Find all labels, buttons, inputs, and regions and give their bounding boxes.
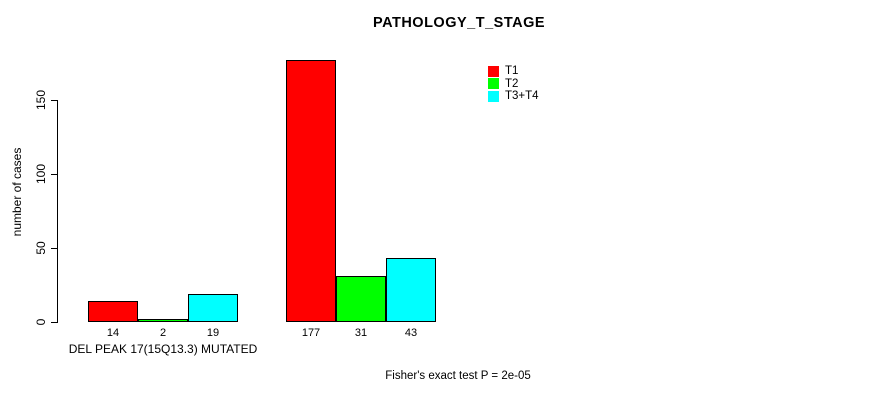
legend: T1 T2 T3+T4 <box>488 65 539 103</box>
y-tick-label: 50 <box>34 241 48 255</box>
chart-title: PATHOLOGY_T_STAGE <box>372 15 546 31</box>
y-axis-line <box>57 100 58 323</box>
legend-label: T1 <box>505 65 519 78</box>
bar-t3+t4 <box>386 258 436 322</box>
legend-item: T2 <box>488 78 539 91</box>
legend-item: T3+T4 <box>488 90 539 103</box>
legend-swatch <box>488 65 499 77</box>
y-tick <box>51 248 58 249</box>
legend-label: T3+T4 <box>505 90 539 103</box>
bar-t2 <box>336 276 386 322</box>
bar-value-label: 43 <box>404 327 418 339</box>
bar-value-label: 31 <box>354 327 368 339</box>
bar-value-label: 19 <box>206 327 220 339</box>
fisher-test-annotation: Fisher's exact test P = 2e-05 <box>385 370 531 382</box>
bar-t2 <box>138 319 188 322</box>
bar-t1 <box>286 60 336 322</box>
bar-t1 <box>88 301 138 322</box>
y-tick <box>51 174 58 175</box>
bar-t3+t4 <box>188 294 238 322</box>
y-tick-label: 100 <box>34 163 48 185</box>
y-tick <box>51 100 58 101</box>
legend-swatch <box>488 90 499 102</box>
y-tick-label: 0 <box>34 318 48 326</box>
group-label: DEL PEAK 17(15Q13.3) MUTATED <box>68 342 258 356</box>
bar-value-label: 177 <box>301 327 321 339</box>
y-tick-label: 150 <box>34 89 48 111</box>
bar-value-label: 2 <box>159 327 167 339</box>
y-axis-label: number of cases <box>10 147 24 237</box>
legend-label: T2 <box>505 77 519 90</box>
legend-item: T1 <box>488 65 539 78</box>
bar-value-label: 14 <box>106 327 120 339</box>
y-tick <box>51 322 58 323</box>
legend-swatch <box>488 78 499 90</box>
